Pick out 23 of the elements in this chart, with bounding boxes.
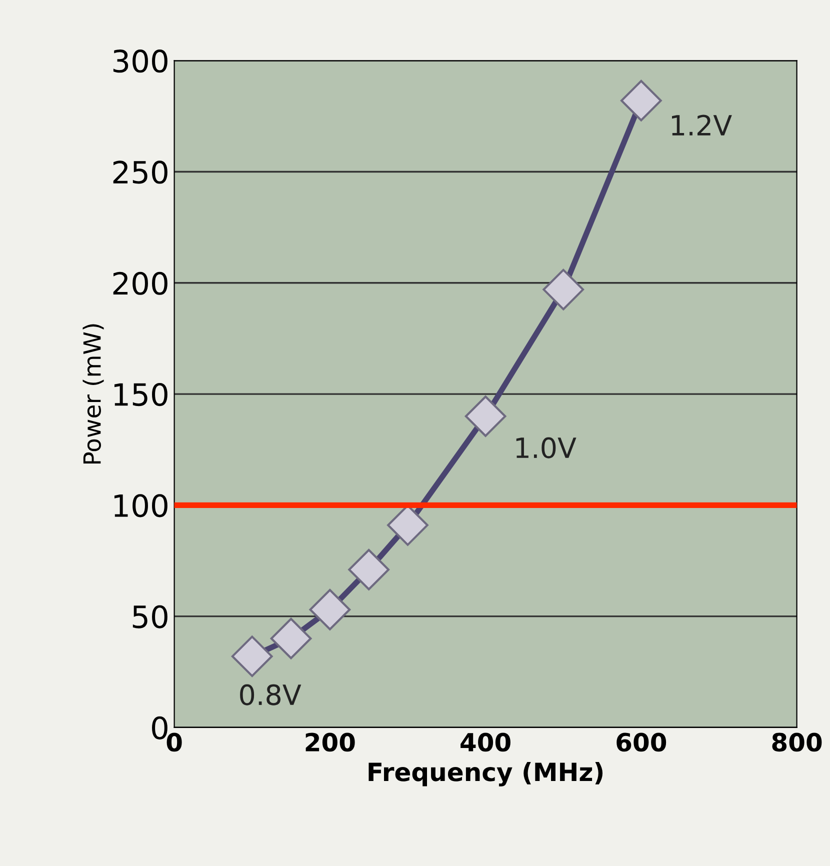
point — [309, 588, 351, 630]
y-tick-label: 100 — [114, 494, 168, 518]
point — [464, 396, 506, 437]
y-tick-label: 200 — [113, 272, 168, 295]
y-tick-label: 150 — [114, 382, 168, 406]
annotation: 0.8V — [240, 684, 302, 706]
x-tick-label: 800 — [772, 732, 822, 752]
point — [620, 80, 662, 122]
annotation: 1.2V — [672, 114, 732, 136]
point — [348, 548, 390, 590]
y-tick-label: 50 — [132, 605, 168, 628]
x-tick-label: 600 — [616, 732, 666, 752]
point — [231, 636, 273, 677]
y-tick-label: 250 — [113, 160, 168, 184]
x-tick-label: 0 — [166, 732, 182, 752]
point — [542, 268, 584, 310]
point — [270, 618, 312, 660]
y-tick-label: 300 — [113, 50, 168, 73]
annotation: 1.0V — [516, 437, 576, 458]
x-tick-label: 200 — [306, 732, 355, 752]
x-tick-label: 400 — [460, 732, 510, 752]
x-axis-title: Frequency (MHz) — [368, 762, 603, 786]
y-axis-title: Power (mW) — [82, 324, 104, 464]
